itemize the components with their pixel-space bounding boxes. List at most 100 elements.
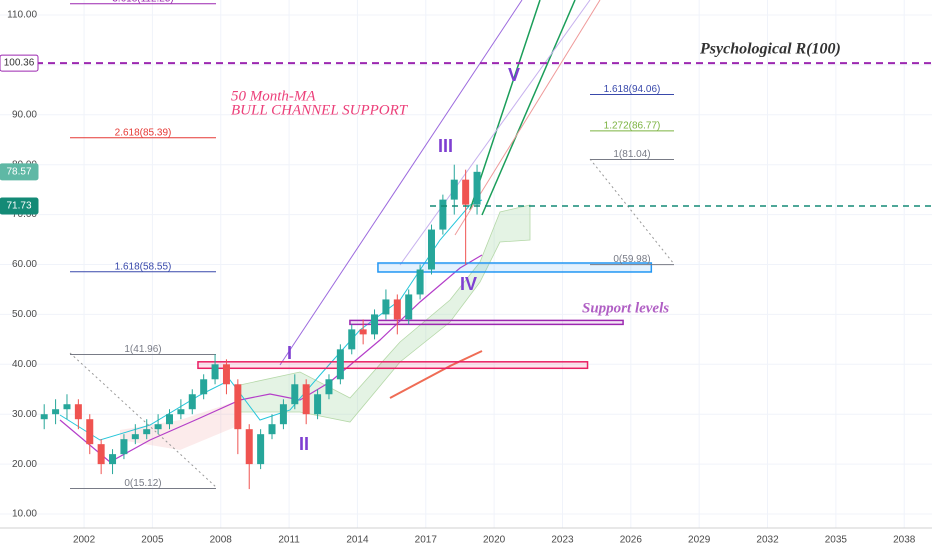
y-tick-label: 110.00 (7, 10, 37, 21)
candle-body (120, 439, 128, 455)
fib-label: 1.618(94.06) (604, 84, 661, 95)
candle-body (348, 329, 356, 350)
ma-note: BULL CHANNEL SUPPORT (231, 102, 409, 118)
candle-body (245, 429, 253, 465)
support-zone (377, 262, 653, 273)
moving-average (59, 199, 483, 441)
candle-body (63, 404, 71, 410)
price-tag-label: 71.73 (6, 201, 31, 212)
candle-body (291, 384, 299, 405)
candle-body (371, 314, 379, 335)
candle-body (74, 404, 82, 420)
candle-body (234, 384, 242, 430)
price-tag (0, 163, 39, 181)
candle-body (314, 394, 322, 415)
candle-body (462, 179, 470, 205)
ma-note: 50 Month-MA (231, 88, 316, 104)
wave-label: II (299, 434, 309, 454)
x-tick-label: 2032 (756, 535, 779, 546)
x-tick-label: 2011 (278, 535, 300, 546)
channel-line (399, 0, 591, 266)
fib-label: 0(15.12) (124, 478, 161, 489)
cloud (239, 204, 531, 423)
candle-body (450, 179, 458, 200)
candle-body (86, 419, 94, 445)
x-tick-label: 2014 (346, 535, 369, 546)
x-tick-label: 2008 (210, 535, 233, 546)
candle-body (40, 414, 48, 420)
cloud-red (120, 400, 240, 450)
candle-body (336, 349, 344, 380)
y-tick-label: 60.00 (12, 259, 37, 270)
connector (69, 352, 217, 488)
y-tick-label: 70.00 (12, 209, 37, 220)
support-zone (197, 361, 589, 370)
wave-label: V (508, 65, 520, 85)
price-tag-label: 100.36 (4, 58, 35, 69)
price-tag (0, 197, 39, 215)
candle-body (222, 364, 230, 385)
candle-body (97, 444, 105, 465)
candle-body (473, 171, 481, 205)
wave-label: I (287, 343, 292, 363)
resistance-note: Psychological R(100) (699, 41, 841, 58)
candle-body (427, 229, 435, 270)
candle-body (143, 429, 151, 435)
fib-label: 1.618(58.55) (115, 261, 172, 272)
x-tick-label: 2026 (620, 535, 643, 546)
fib-label: 1(81.04) (613, 149, 650, 160)
fib-label: 2.618(85.39) (115, 127, 172, 138)
fib-label: 3.618(112.25) (112, 0, 174, 4)
candle-body (405, 294, 413, 320)
x-tick-label: 2035 (825, 535, 848, 546)
grid (0, 0, 932, 528)
channel-line (481, 0, 576, 216)
x-tick-label: 2029 (688, 535, 711, 546)
x-tick-label: 2002 (73, 535, 96, 546)
candle-body (325, 379, 333, 395)
x-tick-label: 2023 (551, 535, 574, 546)
x-axis-band (0, 528, 932, 550)
candle-body (302, 384, 310, 415)
wave-label: III (438, 136, 453, 156)
candle-body (393, 299, 401, 320)
fib-label: 1.272(86.77) (604, 121, 661, 132)
channel-line (279, 0, 523, 366)
candle-body (109, 454, 117, 465)
candle-body (257, 434, 265, 465)
candle-body (188, 394, 196, 410)
y-tick-label: 20.00 (12, 459, 37, 470)
support-zone (349, 319, 624, 326)
connector (589, 158, 675, 265)
y-tick-label: 40.00 (12, 359, 37, 370)
channel-line (469, 0, 541, 211)
x-tick-label: 2017 (415, 535, 438, 546)
candle-body (382, 299, 390, 315)
axes: 2002 2005 2008 2011 2014 2017 2020 2023 2026 2029… (0, 10, 916, 546)
y-tick-label: 30.00 (12, 409, 37, 420)
candle-body (200, 379, 208, 395)
y-tick-label: 50.00 (12, 309, 37, 320)
fib-label: 1(41.96) (124, 344, 161, 355)
candle-body (52, 409, 60, 415)
candle-body (268, 424, 276, 435)
wave-label: IV (460, 274, 477, 294)
x-tick-label: 2020 (483, 535, 506, 546)
support-note: Support levels (582, 300, 669, 316)
marks: 3.618(112.25) 2.618(85.39) 1.618(58.55) 1(4… (0, 0, 932, 489)
candle-body (439, 199, 447, 230)
candle-body (154, 424, 162, 430)
fib-label: 0(59.98) (613, 254, 650, 265)
candle-body (211, 364, 219, 380)
candle-body (279, 404, 287, 425)
candle-body (131, 434, 139, 440)
price-tag-label: 78.57 (6, 166, 31, 177)
y-tick-label: 90.00 (12, 109, 37, 120)
candle-body (416, 269, 424, 295)
candle-body (177, 409, 185, 415)
moving-average (59, 254, 483, 463)
candle-body (359, 329, 367, 335)
candle-body (165, 414, 173, 425)
